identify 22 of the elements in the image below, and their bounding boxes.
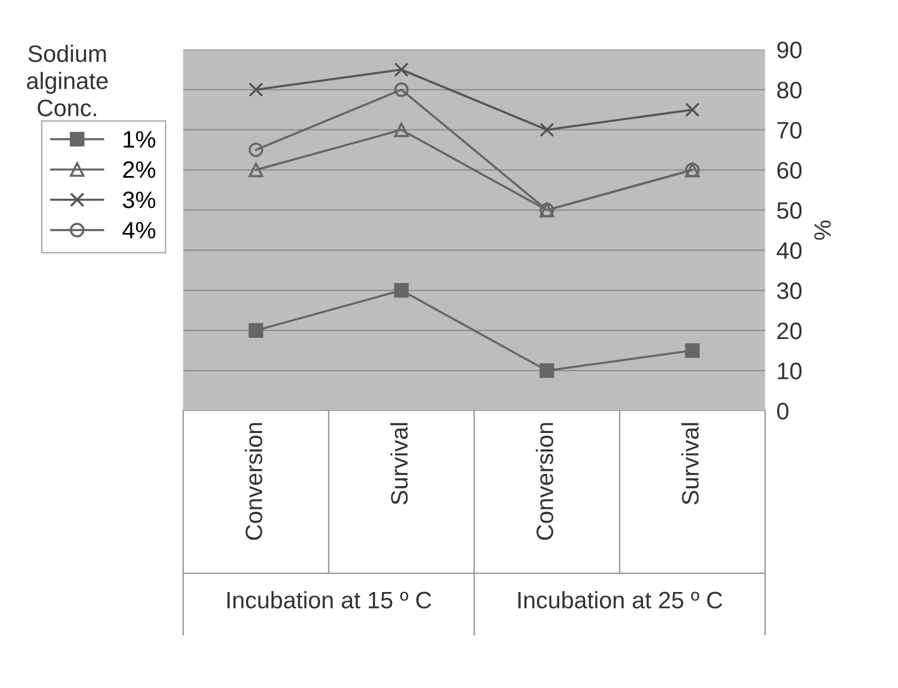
text: Incubation at 15 º C — [227, 591, 432, 609]
legend-label: 2% — [123, 161, 156, 178]
legend-label: 1% — [124, 131, 156, 148]
y-tick-label: 50 — [777, 202, 802, 219]
y-tick-label: 80 — [777, 82, 802, 98]
legend-title: Sodium alginate Conc. — [27, 44, 108, 116]
legend-label: 4% — [122, 222, 156, 238]
y-tick-label: 30 — [777, 282, 802, 300]
x-tick-label: Conversion — [244, 423, 262, 540]
x-tick-label: Survival — [390, 423, 408, 504]
y-tick-label: 40 — [776, 242, 802, 259]
text: Incubation at 25 º C — [518, 591, 722, 609]
y-tick-label: 20 — [777, 322, 802, 340]
x-tick-label: Conversion — [536, 423, 554, 540]
y-tick-label: 10 — [778, 362, 802, 380]
legend-label: 3% — [122, 192, 156, 208]
y-tick-label: 90 — [777, 42, 802, 58]
y-tick-label: 0 — [777, 402, 788, 420]
x-tick-label: Survival — [681, 423, 699, 504]
y-tick-label: 70 — [777, 122, 802, 139]
y-axis-title: % — [814, 220, 831, 240]
y-tick-label: 60 — [777, 162, 802, 179]
